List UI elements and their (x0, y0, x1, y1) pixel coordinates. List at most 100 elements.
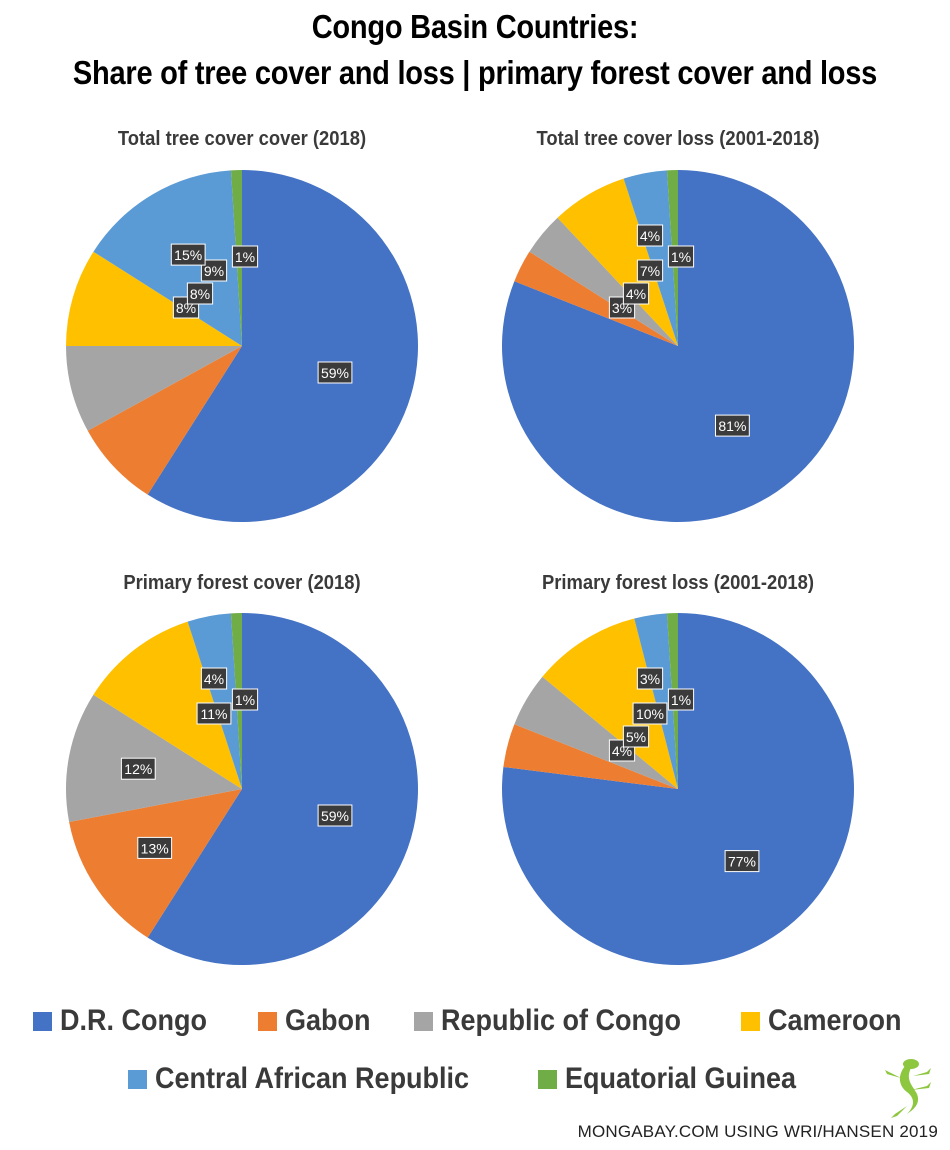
legend-swatch (538, 1069, 558, 1089)
pie-slice-gabon (69, 789, 243, 938)
pie-slice-cameroon (93, 621, 243, 789)
data-label-text: 4% (204, 671, 224, 687)
data-label-5: 4% (200, 667, 228, 690)
data-label-text: 4% (640, 228, 660, 244)
legend-item-gabon: Gabon (257, 1004, 380, 1038)
data-label-1: 59% (317, 804, 353, 827)
pie-chart-1: 59%8%8%9%15% 1% (66, 170, 418, 522)
data-label-box (120, 757, 156, 780)
data-label-3: 8% (186, 282, 214, 305)
pie-slice-d-r-congo (147, 613, 418, 965)
data-label-1: 81% (715, 414, 750, 437)
pie-slice-republic-of-congo (529, 217, 678, 346)
data-label-box (636, 259, 664, 282)
legend-label: Central African Republic (155, 1062, 470, 1095)
data-label-6: 1% (231, 688, 259, 711)
data-label-box (200, 667, 228, 690)
pie-slice-central-african-republic (634, 613, 678, 789)
data-label-1: 59% (317, 361, 353, 384)
legend-item-republic-of-congo: Republic of Congo (413, 1004, 708, 1038)
data-label-5: 15% (170, 243, 206, 266)
pie-chart-3: 59% 13% 12% 11% 4% 1% (66, 613, 418, 965)
pie-slice-central-african-republic (623, 170, 678, 346)
pie-slice-d-r-congo (147, 170, 418, 522)
legend-row-1: D.R. Congo Gabon Republic of Congo Cameroon (0, 1004, 950, 1038)
data-label-box (636, 667, 664, 690)
legend-label: Equatorial Guinea (565, 1062, 797, 1095)
data-label-3: 12% (120, 757, 156, 780)
data-label-5: 3% (636, 667, 664, 690)
data-label-box (667, 688, 695, 711)
pie-chart-2: 81%3%4%7%4%1% (502, 170, 855, 522)
data-label-box (196, 702, 232, 725)
legend-swatch (257, 1011, 277, 1031)
pie-charts: 59%8%8%9%15% 1%81%3%4%7%4%1%59%13%12%11%4… (66, 170, 855, 966)
pie-slice-d-r-congo (502, 613, 855, 966)
data-label-6: 1% (667, 688, 695, 711)
legend-swatch (33, 1011, 53, 1031)
data-label-box (317, 804, 353, 827)
chart-title-tree-cover-loss: Total tree cover loss (2001-2018) (536, 128, 820, 150)
data-label-box (231, 688, 259, 711)
data-label-text: 59% (321, 365, 349, 381)
pie-slice-gabon (503, 724, 678, 789)
chart-title-tree-cover: Total tree cover cover (2018) (117, 128, 367, 150)
data-label-4: 9% (200, 259, 228, 282)
data-label-text: 81% (718, 418, 746, 434)
gecko-logo-icon (885, 1059, 931, 1118)
data-label-text: 7% (640, 263, 660, 279)
data-label-text: 3% (640, 671, 660, 687)
data-label-4: 10% (632, 702, 668, 725)
data-label-text: 1% (671, 249, 691, 265)
data-label-box (200, 259, 228, 282)
legend-swatch (128, 1069, 148, 1089)
data-label-text: 5% (626, 729, 646, 745)
data-label-box (170, 243, 206, 266)
data-label-text: 59% (321, 808, 349, 824)
pie-slice-gabon (87, 346, 243, 495)
pie-slice-gabon (514, 251, 678, 346)
data-label-box (715, 414, 750, 437)
chart-title-primary-loss: Primary forest loss (2001-2018) (541, 572, 815, 594)
data-label-box (636, 224, 664, 247)
legend-label: Republic of Congo (440, 1004, 681, 1037)
data-label-3: 4% (622, 282, 650, 305)
data-label-4: 7% (636, 259, 664, 282)
pie-slice-central-african-republic (187, 613, 242, 789)
data-label-5: 4% (636, 224, 664, 247)
pie-slice-d-r-congo (502, 170, 855, 522)
legend-item-d-r-congo: D.R. Congo (33, 1004, 223, 1038)
source-credit: MONGABAY.COM USING WRI/HANSEN 2019 (577, 1122, 938, 1141)
pie-slice-republic-of-congo (514, 676, 678, 789)
data-label-text: 15% (174, 247, 202, 263)
legend-item-central-african-republic: Central African Republic (128, 1062, 504, 1096)
data-label-4: 11% (196, 702, 232, 725)
legend-label: D.R. Congo (60, 1004, 208, 1037)
legend-item-equatorial-guinea: Equatorial Guinea (538, 1062, 822, 1096)
data-label-box (724, 850, 760, 873)
legend-label: Gabon (284, 1004, 371, 1037)
data-label-text: 1% (235, 249, 255, 265)
data-label-box (231, 245, 259, 268)
data-label-text: 11% (201, 706, 228, 722)
chart-title-primary-cover: Primary forest cover (2018) (123, 572, 361, 594)
data-label-text: 13% (141, 840, 169, 856)
data-label-text: 8% (190, 286, 210, 302)
pie-slice-cameroon (66, 251, 242, 346)
data-label-6: 1% (231, 245, 259, 268)
data-label-1: 77% (724, 850, 760, 873)
data-label-6: 1% (667, 245, 695, 268)
legend-item-cameroon: Cameroon (741, 1004, 916, 1038)
legend-row-2: Central African Republic Equatorial Guine… (0, 1062, 950, 1096)
main-title-line-1: Congo Basin Countries: (311, 8, 639, 45)
data-label-text: 1% (235, 692, 255, 708)
data-label-text: 1% (671, 692, 691, 708)
data-label-text: 9% (204, 263, 224, 279)
data-label-text: 10% (636, 706, 664, 722)
pie-slice-republic-of-congo (66, 346, 242, 431)
data-label-text: 4% (626, 286, 646, 302)
data-label-box (186, 282, 214, 305)
legend-swatch (741, 1011, 761, 1031)
data-label-box (667, 245, 695, 268)
main-title-line-2: Share of tree cover and loss | primary f… (72, 54, 878, 91)
